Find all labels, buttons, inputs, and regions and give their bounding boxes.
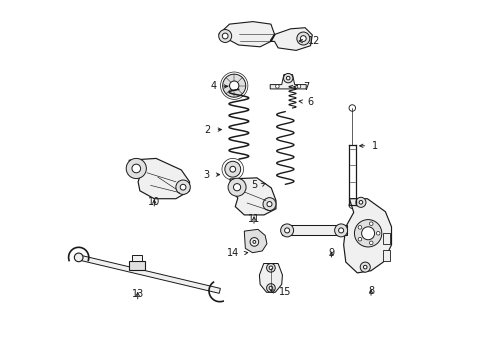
Circle shape: [297, 32, 310, 45]
Circle shape: [176, 180, 190, 194]
Circle shape: [369, 241, 373, 245]
Circle shape: [286, 76, 290, 80]
Circle shape: [300, 36, 306, 41]
Text: 4: 4: [211, 81, 217, 91]
Circle shape: [362, 227, 374, 240]
Polygon shape: [245, 229, 267, 253]
Circle shape: [281, 224, 294, 237]
Circle shape: [74, 253, 83, 262]
Circle shape: [250, 238, 259, 246]
Text: 15: 15: [279, 287, 292, 297]
Circle shape: [364, 265, 367, 269]
Polygon shape: [270, 75, 306, 89]
Text: 7: 7: [303, 82, 309, 92]
Text: 6: 6: [307, 96, 314, 107]
Circle shape: [267, 284, 275, 292]
Circle shape: [335, 224, 347, 237]
Circle shape: [284, 73, 293, 83]
Text: 3: 3: [204, 170, 210, 180]
Circle shape: [359, 201, 363, 204]
Circle shape: [253, 240, 256, 243]
Text: 5: 5: [251, 180, 258, 190]
Text: 8: 8: [368, 286, 374, 296]
Circle shape: [263, 198, 276, 211]
Text: 10: 10: [148, 197, 160, 207]
Circle shape: [285, 228, 290, 233]
Circle shape: [358, 226, 362, 229]
Circle shape: [358, 237, 362, 241]
FancyBboxPatch shape: [132, 255, 142, 261]
Circle shape: [356, 197, 366, 207]
Text: 1: 1: [372, 141, 378, 151]
Circle shape: [349, 105, 356, 111]
Text: 13: 13: [132, 289, 144, 300]
FancyBboxPatch shape: [129, 261, 145, 270]
Text: 2: 2: [204, 125, 211, 135]
Polygon shape: [129, 158, 190, 199]
Circle shape: [339, 228, 343, 233]
Text: 11: 11: [248, 214, 260, 224]
Polygon shape: [230, 178, 276, 215]
Circle shape: [126, 158, 147, 179]
Circle shape: [222, 33, 228, 39]
Circle shape: [219, 30, 232, 42]
Circle shape: [369, 222, 373, 225]
Circle shape: [297, 85, 301, 88]
Circle shape: [269, 266, 273, 270]
Circle shape: [229, 81, 239, 90]
Polygon shape: [259, 264, 282, 292]
Text: 9: 9: [328, 248, 335, 258]
Circle shape: [275, 85, 279, 88]
Polygon shape: [219, 22, 312, 50]
Polygon shape: [78, 255, 221, 293]
Circle shape: [132, 164, 141, 173]
Circle shape: [267, 202, 272, 207]
Circle shape: [225, 161, 241, 177]
Circle shape: [228, 178, 246, 196]
Text: 14: 14: [227, 248, 240, 258]
Circle shape: [360, 262, 370, 272]
Circle shape: [376, 231, 380, 235]
Circle shape: [349, 202, 356, 208]
Circle shape: [180, 184, 186, 190]
Circle shape: [233, 184, 241, 191]
Circle shape: [354, 220, 382, 247]
Circle shape: [230, 166, 236, 172]
Polygon shape: [282, 225, 346, 235]
Bar: [383, 233, 391, 244]
Text: 12: 12: [308, 36, 320, 46]
Circle shape: [267, 264, 275, 272]
Bar: [383, 250, 391, 261]
Polygon shape: [343, 199, 392, 273]
Circle shape: [222, 74, 245, 97]
Circle shape: [269, 286, 273, 290]
